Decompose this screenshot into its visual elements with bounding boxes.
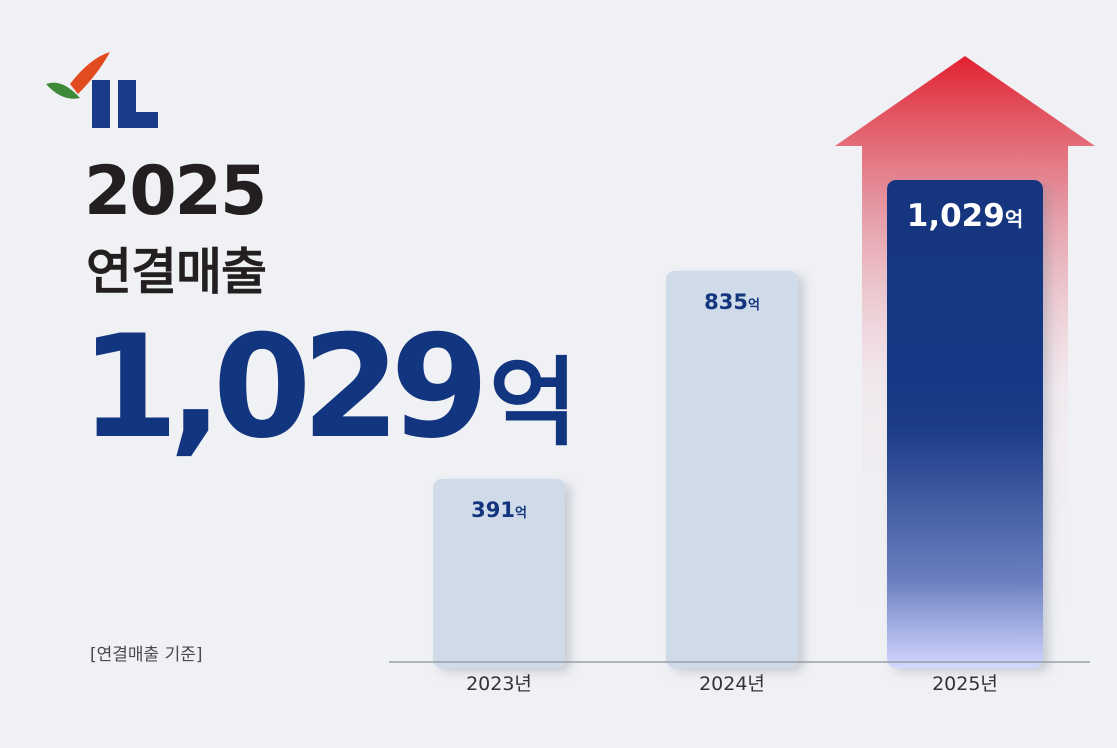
x-tick-label: 2023년 (466, 673, 532, 695)
logo-letter-l (118, 80, 158, 128)
company-logo (46, 52, 158, 128)
bar-2024년 (666, 270, 798, 668)
x-tick-label: 2025년 (932, 673, 998, 695)
headline-value-number: 1,029 (80, 305, 489, 470)
bar-value-number: 391 (471, 498, 515, 522)
bar-value-number: 1,029 (907, 198, 1005, 234)
bar-2023년 (433, 478, 565, 668)
bar-value-label: 835억 (704, 290, 760, 314)
logo-letter-i (92, 80, 110, 128)
logo-orange-leaf (70, 52, 110, 94)
headline-year: 2025 (84, 152, 267, 231)
bar-value-unit: 억 (1005, 207, 1023, 231)
bar-value-unit: 억 (748, 298, 760, 313)
bar-value-label: 1,029억 (907, 198, 1023, 234)
logo-green-leaf (46, 82, 80, 99)
footnote: [연결매출 기준] (90, 645, 203, 665)
headline-subtitle: 연결매출 (86, 243, 267, 301)
headline-value: 1,029 억 (80, 305, 578, 470)
bar-value-unit: 억 (515, 506, 527, 521)
headline-value-unit: 억 (489, 347, 577, 459)
bar-value-label: 391억 (471, 498, 527, 522)
bar-2025년 (887, 180, 1043, 668)
x-tick-label: 2024년 (699, 673, 765, 695)
bar-value-number: 835 (704, 290, 748, 314)
